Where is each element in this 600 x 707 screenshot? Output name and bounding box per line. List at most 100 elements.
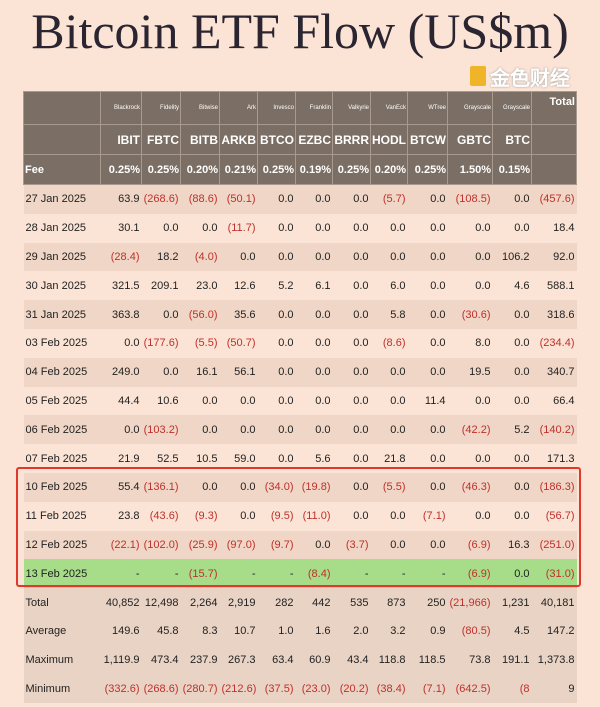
flow-value: 873: [370, 588, 408, 617]
flow-value: 0.0: [332, 300, 371, 329]
fee-value: 0.21%: [219, 154, 258, 185]
flow-value: 30.1: [100, 213, 142, 243]
flow-value: 0.0: [332, 472, 371, 502]
row-label: 29 Jan 2025: [23, 242, 101, 272]
flow-value: 0.9: [407, 616, 448, 646]
flow-value: (19.8): [295, 472, 333, 502]
flow-value: (42.2): [447, 415, 493, 445]
row-label: 11 Feb 2025: [23, 501, 101, 531]
total-value: 18.4: [531, 213, 577, 243]
flow-value: 0.0: [257, 242, 296, 272]
flow-value: 0.0: [407, 530, 448, 560]
flow-value: -: [257, 559, 296, 589]
header-blank: [23, 124, 101, 155]
flow-value: (56.0): [180, 300, 220, 329]
ticker: BRRR: [332, 124, 371, 155]
flow-value: 0.0: [447, 501, 493, 531]
flow-value: 191.1: [492, 645, 532, 675]
summary-row: Average 149.6 45.8 8.3 10.7 1.0 1.6 2.0 3.2 0.9 (8…: [23, 616, 577, 646]
summary-row: Total 40,852 12,498 2,264 2,919 282 442 535 873 2…: [23, 588, 577, 617]
flow-value: (20.2): [332, 674, 371, 704]
flow-value: 1.0: [257, 616, 296, 646]
flow-value: -: [219, 559, 258, 589]
flow-value: 0.0: [180, 213, 220, 243]
flow-value: (15.7): [180, 559, 220, 589]
flow-value: 0.0: [219, 386, 258, 416]
flow-value: 0.0: [257, 300, 296, 329]
flow-value: (28.4): [100, 242, 142, 272]
flow-value: 12,498: [141, 588, 181, 617]
flow-value: 10.7: [219, 616, 258, 646]
flow-value: (88.6): [180, 184, 220, 214]
flow-value: 0.0: [295, 386, 333, 416]
total-value: 147.2: [531, 616, 577, 646]
fee-value: 0.25%: [100, 154, 142, 185]
flow-value: 0.0: [295, 530, 333, 560]
flow-value: (108.5): [447, 184, 493, 214]
flow-value: (8.4): [295, 559, 333, 589]
highlight-box: [16, 467, 581, 587]
flow-value: -: [370, 559, 408, 589]
flow-value: 16.3: [492, 530, 532, 560]
flow-value: (177.6): [141, 328, 181, 358]
fee-label: Fee: [23, 154, 101, 185]
flow-value: 0.0: [295, 357, 333, 387]
flow-value: 11.4: [407, 386, 448, 416]
flow-value: 0.0: [407, 271, 448, 301]
flow-value: 0.0: [257, 357, 296, 387]
flow-value: 0.0: [492, 213, 532, 243]
flow-value: 250: [407, 588, 448, 617]
watermark-logo-icon: [470, 66, 486, 86]
flow-value: 0.0: [295, 328, 333, 358]
ticker: GBTC: [447, 124, 493, 155]
total-value: (186.3): [531, 472, 577, 502]
flow-value: 0.0: [447, 271, 493, 301]
table-row: 10 Feb 2025 55.4 (136.1) 0.0 0.0 (34.0) (19.8)…: [23, 472, 577, 502]
total-value: 9: [531, 674, 577, 704]
table-row: 06 Feb 2025 0.0 (103.2) 0.0 0.0 0.0 0.0 0.0 0.0 0…: [23, 415, 577, 445]
flow-value: 0.0: [180, 386, 220, 416]
flow-value: 0.0: [370, 415, 408, 445]
flow-value: 0.0: [492, 328, 532, 358]
flow-value: (8.6): [370, 328, 408, 358]
flow-value: 1,119.9: [100, 645, 142, 675]
ticker: HODL: [370, 124, 408, 155]
fee-value: 1.50%: [447, 154, 493, 185]
table-row: 27 Jan 2025 63.9 (268.6) (88.6) (50.1) 0.0 0.0…: [23, 184, 577, 214]
flow-value: -: [407, 559, 448, 589]
total-value: 66.4: [531, 386, 577, 416]
etf-flow-table: Blackrock Fidelity Bitwise Ark Invesco Frankl…: [23, 91, 577, 704]
flow-value: 0.0: [407, 184, 448, 214]
issuer-header-row: Blackrock Fidelity Bitwise Ark Invesco Frankl…: [23, 91, 577, 125]
flow-value: 0.0: [370, 530, 408, 560]
row-label: 10 Feb 2025: [23, 472, 101, 502]
flow-value: (7.1): [407, 501, 448, 531]
flow-value: 0.0: [447, 386, 493, 416]
flow-value: -: [100, 559, 142, 589]
fee-value: 0.20%: [370, 154, 408, 185]
flow-value: 35.6: [219, 300, 258, 329]
flow-value: (332.6): [100, 674, 142, 704]
total-value: (234.4): [531, 328, 577, 358]
flow-value: 0.0: [492, 559, 532, 589]
row-label: 05 Feb 2025: [23, 386, 101, 416]
row-label: 28 Jan 2025: [23, 213, 101, 243]
issuer-name: Valkyrie: [332, 91, 371, 125]
table-row: 03 Feb 2025 0.0 (177.6) (5.5) (50.7) 0.0 0.0 0.…: [23, 328, 577, 358]
flow-value: (7.1): [407, 674, 448, 704]
ticker: ARKB: [219, 124, 258, 155]
flow-value: 118.5: [407, 645, 448, 675]
flow-value: 0.0: [219, 472, 258, 502]
flow-value: 0.0: [332, 184, 371, 214]
flow-value: 0.0: [407, 242, 448, 272]
flow-value: (103.2): [141, 415, 181, 445]
flow-value: 267.3: [219, 645, 258, 675]
flow-value: 0.0: [295, 213, 333, 243]
ticker-header-row: IBIT FBTC BITB ARKB BTCO EZBC BRRR HODL BTCW GBTC…: [23, 124, 577, 155]
flow-value: 0.0: [332, 415, 371, 445]
flow-value: (3.7): [332, 530, 371, 560]
flow-value: 0.0: [257, 328, 296, 358]
flow-value: 0.0: [332, 328, 371, 358]
table-row: 31 Jan 2025 363.8 0.0 (56.0) 35.6 0.0 0.0 0.0 5.…: [23, 300, 577, 329]
flow-value: (50.1): [219, 184, 258, 214]
